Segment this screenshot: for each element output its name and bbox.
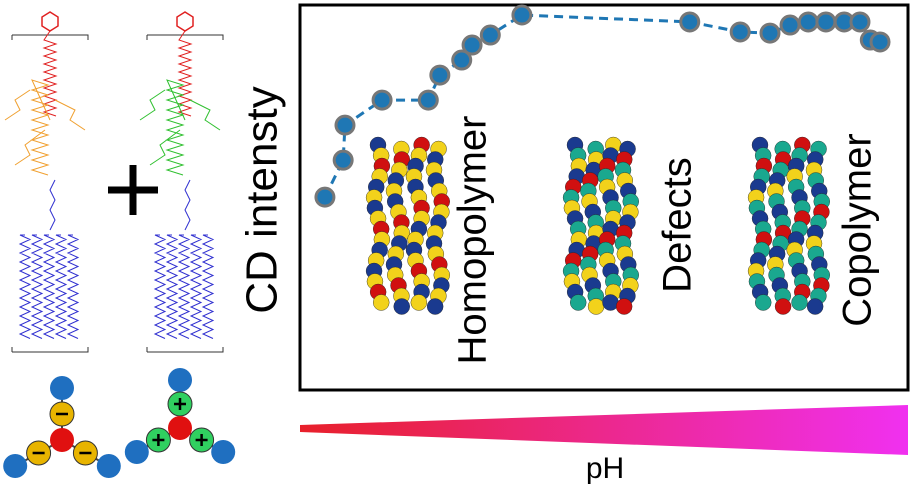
data-point — [334, 114, 356, 136]
annotation: Homopolymer — [451, 116, 495, 365]
sphere — [570, 294, 587, 311]
plus — [108, 165, 158, 215]
data-point — [461, 34, 483, 56]
chain — [18, 234, 32, 339]
chain — [165, 234, 179, 339]
end-sphere — [50, 376, 74, 400]
sphere — [615, 298, 633, 315]
data-point — [511, 4, 533, 26]
annotation: Copolymer — [836, 133, 880, 326]
end-sphere — [96, 454, 121, 478]
ph-gradient — [300, 405, 908, 455]
data-point — [332, 149, 354, 171]
bracket — [11, 34, 89, 353]
data-point — [417, 89, 439, 111]
bracket — [146, 34, 224, 353]
sphere — [755, 294, 772, 311]
sphere — [393, 298, 410, 315]
data-point — [797, 11, 819, 33]
chain — [139, 89, 221, 166]
data-point — [759, 22, 781, 44]
series — [314, 4, 891, 208]
chain — [184, 179, 191, 231]
y-label: CD intensty — [238, 86, 287, 313]
data-point — [371, 89, 393, 111]
ring — [41, 11, 59, 32]
data-point — [679, 11, 701, 33]
sphere — [410, 294, 428, 311]
annotation: Defects — [656, 157, 700, 293]
chain — [54, 234, 68, 339]
data-point — [729, 21, 751, 43]
chain — [30, 234, 44, 339]
core — [168, 416, 192, 440]
sphere — [791, 294, 808, 311]
data-point — [314, 186, 336, 208]
ring — [176, 11, 194, 32]
data-point — [479, 24, 501, 46]
end-sphere — [211, 440, 236, 464]
decoration — [3, 11, 830, 478]
chain — [177, 234, 191, 339]
sphere — [602, 294, 619, 311]
data-point — [815, 11, 837, 33]
core — [50, 428, 74, 452]
sphere — [426, 298, 444, 315]
data-point — [849, 11, 871, 33]
chain — [165, 79, 186, 176]
sphere — [806, 298, 824, 315]
data-point — [869, 31, 891, 53]
end-sphere — [168, 368, 192, 392]
data-point — [779, 14, 801, 36]
chain — [66, 234, 80, 339]
chain — [153, 234, 167, 339]
chain — [30, 79, 51, 176]
data-point — [451, 49, 473, 71]
chain — [42, 234, 56, 339]
end-sphere — [124, 440, 149, 464]
plot-frame — [298, 3, 910, 392]
data-point — [429, 64, 451, 86]
sphere — [774, 298, 792, 315]
chain — [4, 89, 86, 166]
chain — [177, 30, 193, 117]
sphere — [587, 298, 605, 315]
chain — [201, 234, 215, 339]
x-label: pH — [586, 452, 624, 485]
sphere — [373, 294, 390, 311]
chain — [42, 30, 58, 117]
end-sphere — [3, 454, 28, 478]
chain — [49, 179, 56, 231]
chain — [189, 234, 203, 339]
